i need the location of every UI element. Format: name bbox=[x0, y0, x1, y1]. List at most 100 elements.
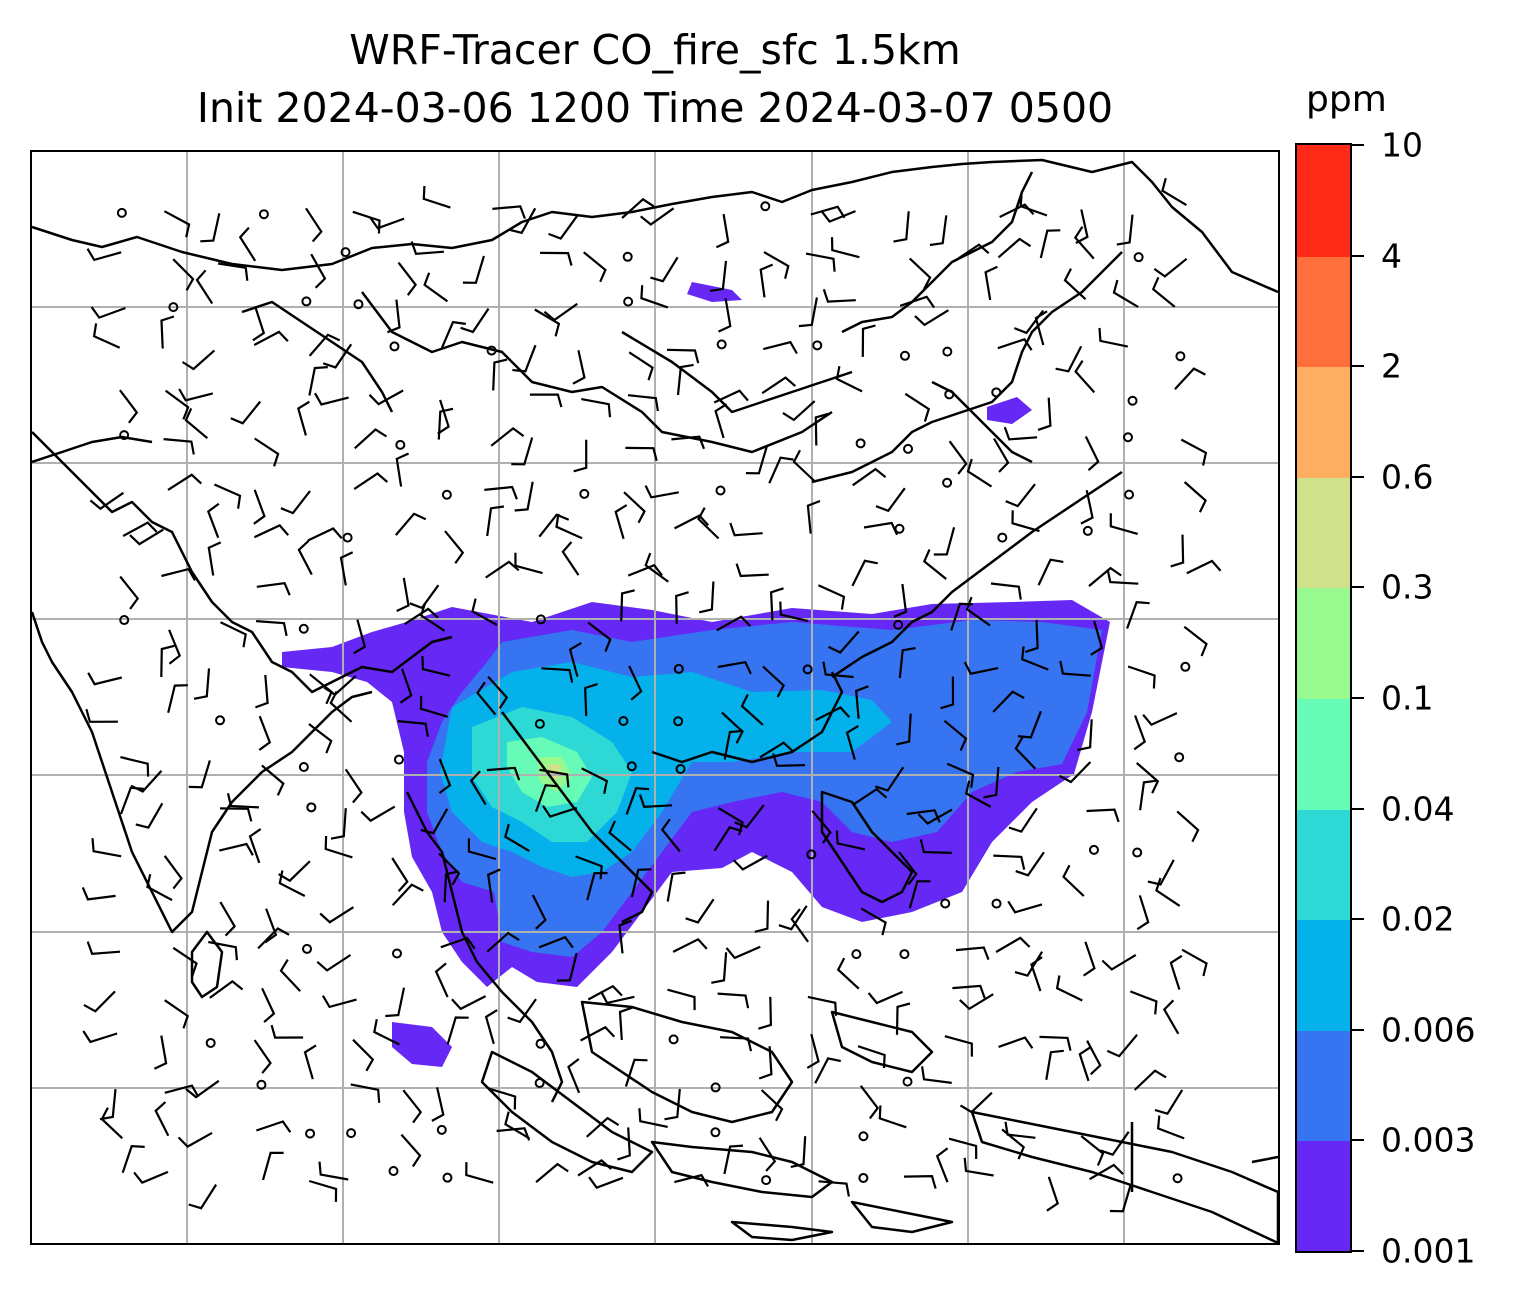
coastline-border bbox=[621, 330, 853, 414]
wind-barb bbox=[188, 1184, 218, 1210]
wind-barb-calm bbox=[1124, 489, 1135, 500]
wind-barb bbox=[671, 435, 706, 450]
wind-barb bbox=[438, 758, 452, 794]
wind-barb bbox=[963, 661, 999, 675]
wind-barb bbox=[608, 820, 632, 852]
wind-barb bbox=[486, 766, 521, 781]
colorbar-tick-label: 0.006 bbox=[1381, 1010, 1476, 1050]
wind-barb bbox=[782, 400, 816, 422]
coastline-border bbox=[480, 1050, 654, 1174]
wind-barb bbox=[465, 1162, 494, 1184]
wind-barb bbox=[177, 1131, 213, 1148]
wind-barb bbox=[673, 514, 710, 530]
colorbar-tick bbox=[1352, 1250, 1364, 1252]
wind-barb bbox=[859, 1085, 880, 1120]
wind-barb bbox=[400, 1133, 422, 1168]
wind-barb bbox=[933, 527, 956, 556]
wind-barb-calm bbox=[393, 754, 404, 765]
wind-barb bbox=[861, 324, 876, 357]
wind-barb bbox=[83, 990, 116, 1013]
colorbar-segment bbox=[1297, 808, 1350, 921]
wind-barb bbox=[954, 243, 990, 262]
wind-barb bbox=[1008, 807, 1038, 833]
wind-barb bbox=[577, 1159, 612, 1177]
wind-barb-calm bbox=[1127, 395, 1138, 406]
wind-barb bbox=[718, 298, 732, 333]
wind-barb bbox=[86, 941, 121, 955]
wind-barb bbox=[397, 261, 417, 296]
wind-barb-calm bbox=[205, 1037, 216, 1048]
wind-barb bbox=[120, 756, 150, 777]
wind-barb bbox=[1024, 619, 1039, 653]
wind-barb bbox=[178, 388, 214, 402]
wind-barb bbox=[92, 323, 121, 349]
wind-barb bbox=[1176, 810, 1200, 843]
wind-barb bbox=[512, 344, 537, 373]
wind-barb bbox=[329, 690, 353, 723]
wind-barb bbox=[588, 1176, 624, 1190]
wind-barb bbox=[279, 959, 302, 992]
wind-barb bbox=[534, 784, 559, 812]
wind-barb bbox=[944, 1035, 973, 1057]
wind-barb bbox=[373, 1018, 400, 1046]
wind-barb bbox=[1100, 1131, 1130, 1157]
wind-barb-calm bbox=[395, 439, 406, 450]
wind-barb bbox=[420, 808, 449, 835]
wind-barb bbox=[451, 995, 487, 1011]
wind-barb bbox=[256, 1120, 292, 1133]
coastline-border bbox=[1251, 1155, 1278, 1164]
wind-barb-calm bbox=[534, 1078, 545, 1089]
tracer-field-region bbox=[687, 282, 742, 302]
wind-barb bbox=[1077, 719, 1093, 752]
wind-barb bbox=[1088, 566, 1122, 587]
wind-barb bbox=[1021, 646, 1049, 671]
wind-barb bbox=[119, 786, 144, 815]
wind-barb-calm bbox=[761, 1175, 772, 1186]
wind-barb bbox=[709, 260, 728, 292]
wind-barb bbox=[167, 684, 188, 714]
wind-barb bbox=[992, 690, 1025, 713]
wind-barb bbox=[129, 528, 164, 546]
wind-barb bbox=[965, 596, 991, 627]
tracer-field-region bbox=[987, 397, 1032, 424]
wind-barb bbox=[538, 935, 574, 949]
wind-barb bbox=[535, 1162, 569, 1183]
wind-barb bbox=[763, 340, 798, 355]
wind-barb bbox=[484, 1009, 498, 1045]
wind-barb bbox=[845, 724, 859, 760]
wind-barb bbox=[391, 883, 424, 906]
coastline-border bbox=[811, 251, 1123, 484]
chart-title-line2: Init 2024-03-06 1200 Time 2024-03-07 050… bbox=[196, 84, 1114, 132]
wind-barb bbox=[904, 392, 931, 422]
wind-barb bbox=[154, 1101, 170, 1137]
wind-barb bbox=[308, 723, 333, 754]
colorbar-segment bbox=[1297, 366, 1350, 478]
wind-barb bbox=[226, 793, 259, 809]
colorbar-tick bbox=[1352, 365, 1364, 368]
wind-barb bbox=[575, 855, 603, 880]
wind-barb bbox=[940, 676, 955, 710]
wind-barb bbox=[319, 906, 354, 924]
wind-barb bbox=[534, 308, 561, 337]
colorbar-tick-label: 4 bbox=[1381, 236, 1402, 276]
colorbar-segment bbox=[1297, 919, 1350, 1031]
wind-barb bbox=[99, 1088, 117, 1121]
wind-barb bbox=[422, 185, 451, 209]
wind-barb bbox=[851, 559, 878, 587]
wind-barb bbox=[650, 256, 679, 283]
wind-barb bbox=[399, 668, 413, 704]
wind-barb bbox=[1186, 559, 1222, 575]
tracer-field-region bbox=[392, 1022, 452, 1067]
wind-barb bbox=[538, 513, 570, 538]
wind-barb bbox=[209, 980, 244, 999]
wind-barb bbox=[1034, 310, 1048, 346]
colorbar-segment bbox=[1297, 255, 1350, 368]
wind-barb bbox=[253, 524, 290, 539]
wind-barb-calm bbox=[306, 802, 317, 813]
wind-barb bbox=[409, 584, 440, 610]
colorbar bbox=[1295, 143, 1352, 1253]
wind-barb bbox=[863, 521, 899, 536]
wind-barb bbox=[1112, 279, 1139, 308]
wind-barb bbox=[798, 297, 818, 328]
wind-barb bbox=[321, 995, 357, 1009]
